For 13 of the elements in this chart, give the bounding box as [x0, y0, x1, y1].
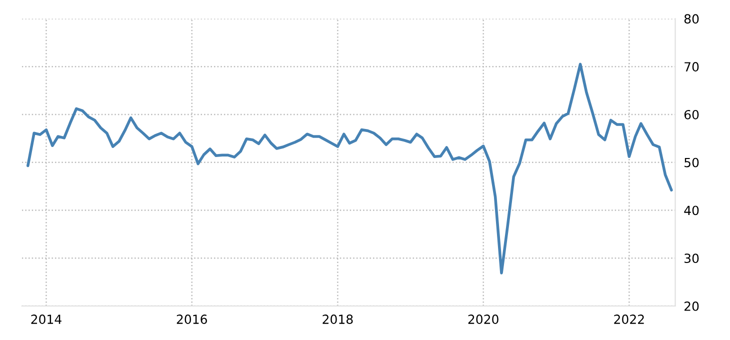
- x-tick-label: 2018: [322, 314, 353, 324]
- y-tick-label: 30: [684, 254, 699, 264]
- x-tick-label: 2014: [31, 314, 62, 324]
- y-tick-label: 50: [684, 158, 699, 168]
- y-tick-label: 70: [684, 62, 699, 72]
- line-series: [26, 62, 673, 274]
- y-tick-label: 80: [684, 14, 699, 24]
- x-tick-label: 2020: [468, 314, 498, 324]
- y-tick-label: 20: [684, 301, 699, 311]
- y-tick-label: 60: [684, 110, 699, 120]
- x-tick-label: 2022: [614, 314, 644, 324]
- y-tick-label: 40: [684, 206, 699, 216]
- x-tick-label: 2016: [176, 314, 207, 324]
